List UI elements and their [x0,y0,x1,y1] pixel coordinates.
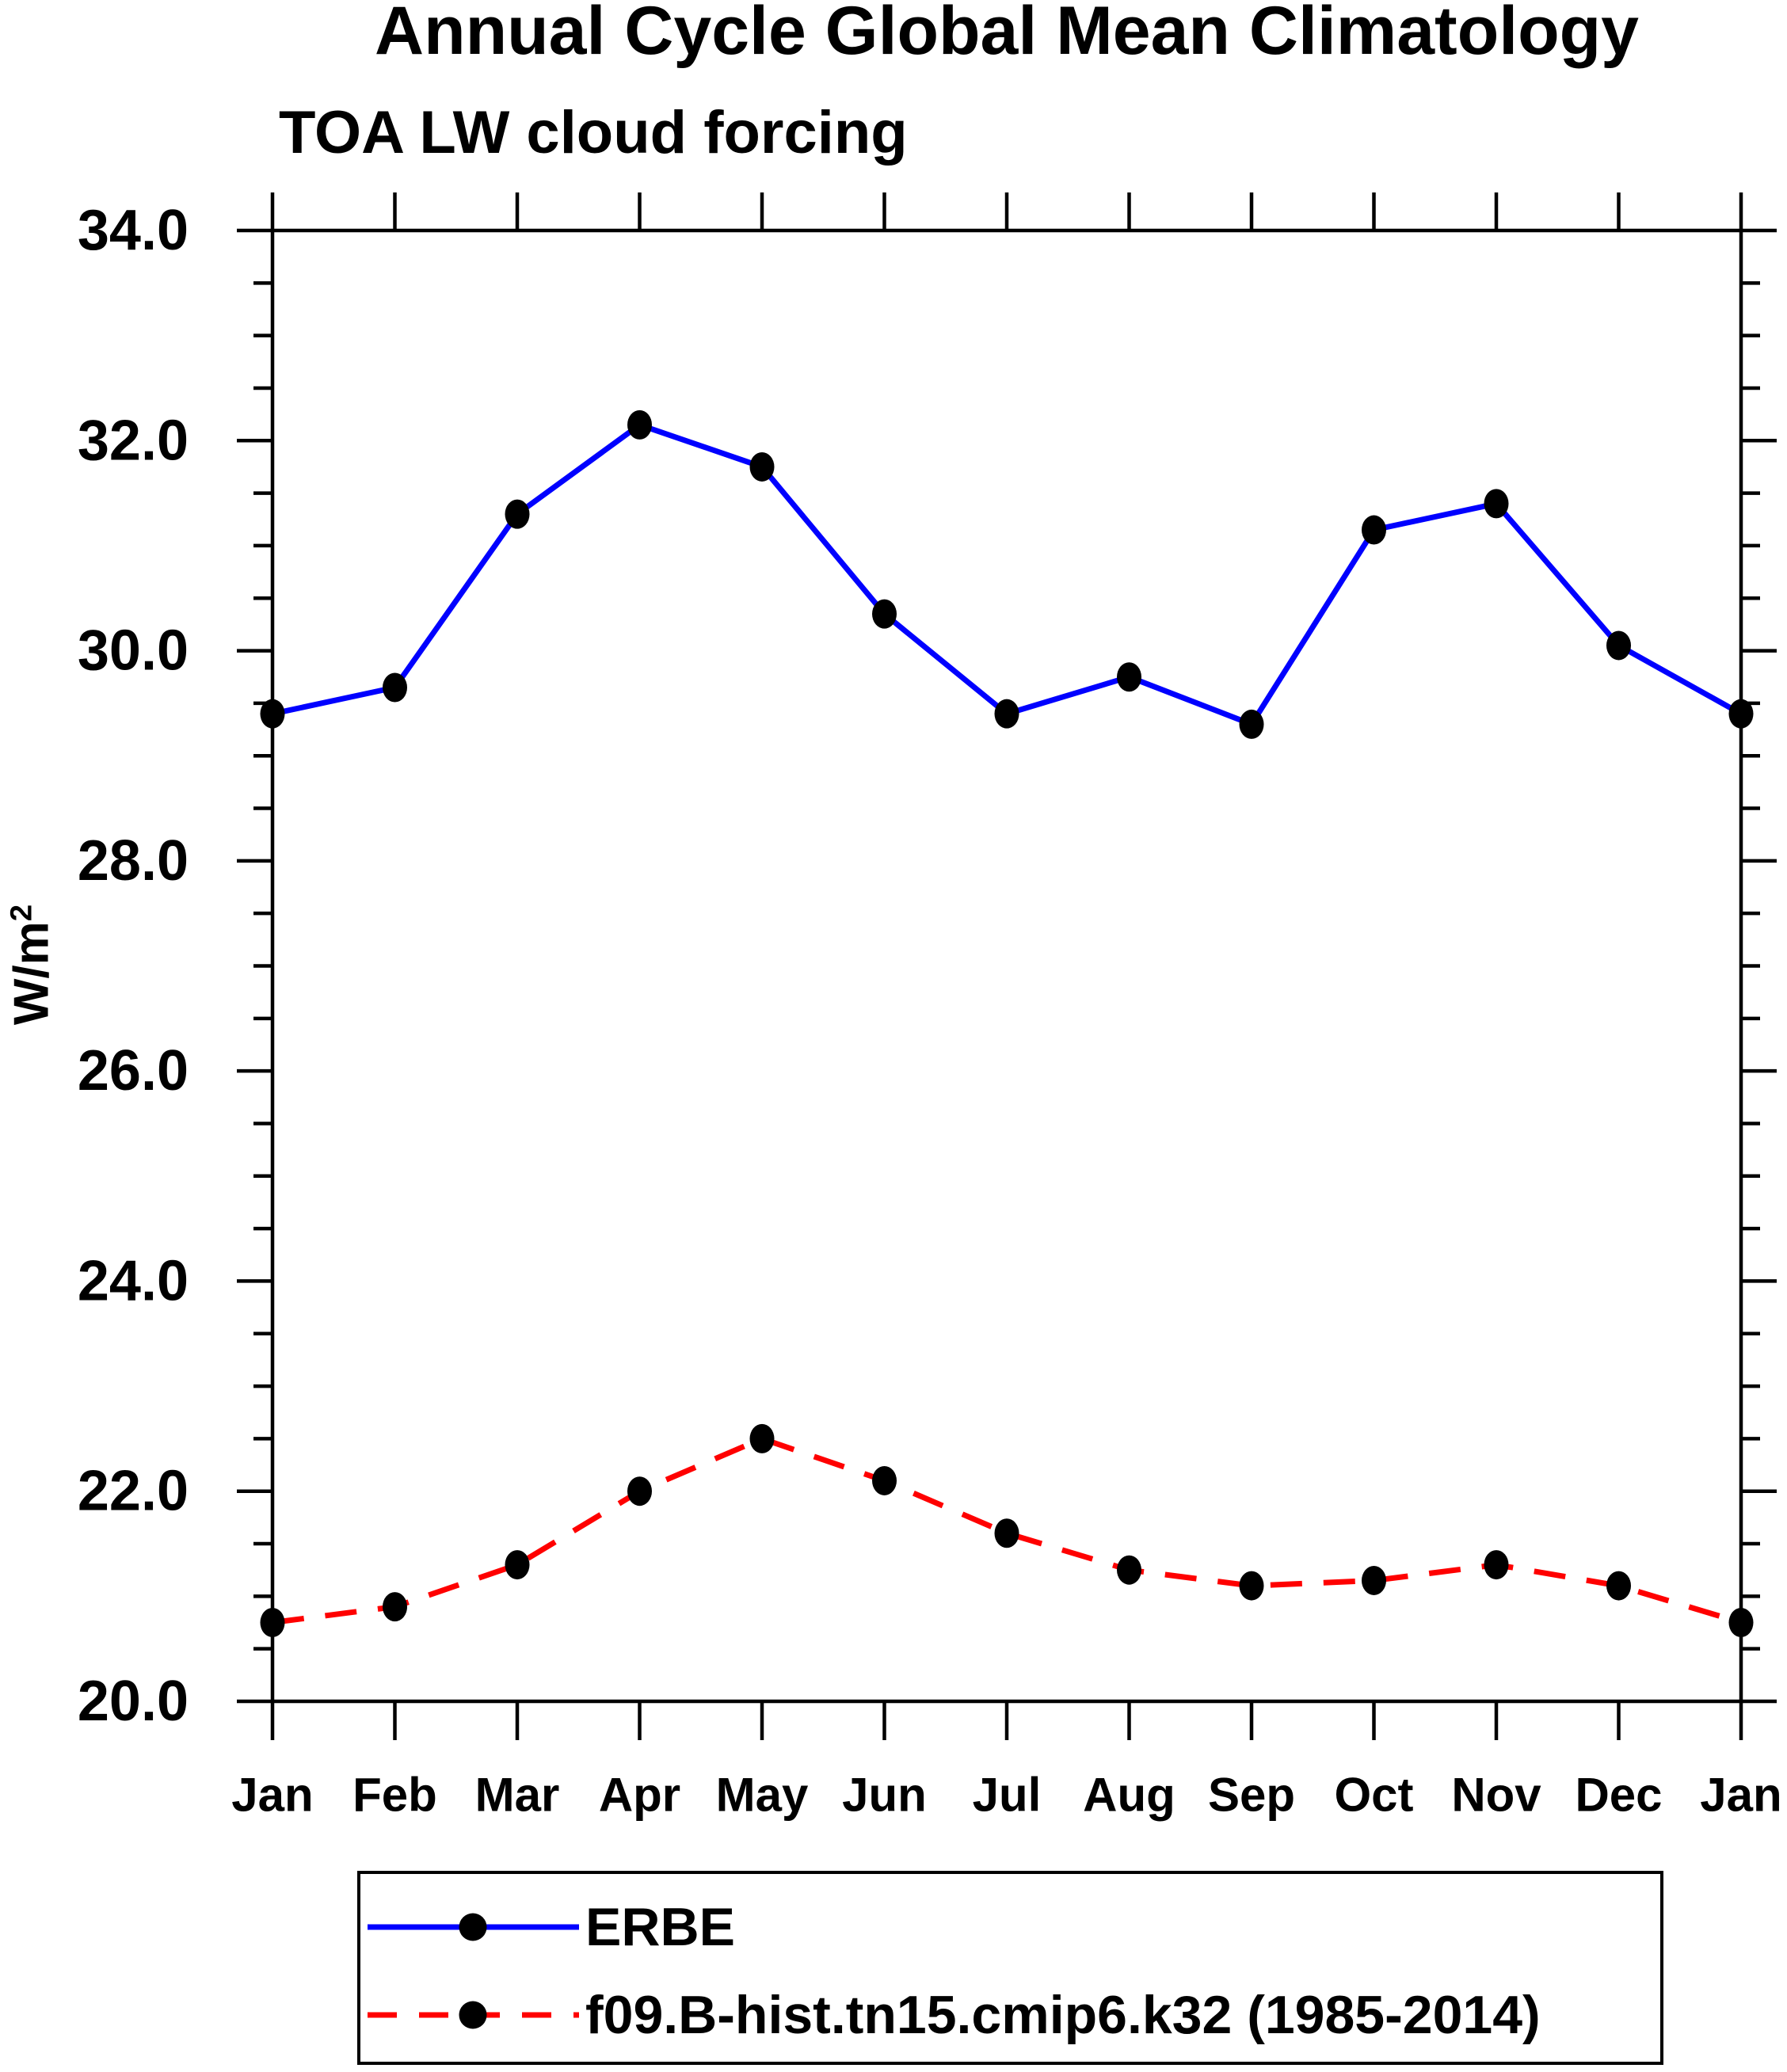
x-tick-label: Jul [973,1769,1042,1822]
erbe-data-point-marker [1362,515,1386,545]
y-tick-label: 24.0 [78,1249,189,1312]
model-data-point-marker [1117,1555,1141,1585]
model-data-point-marker [1239,1571,1264,1601]
erbe-line [272,421,1743,728]
y-tick-label: 28.0 [78,829,189,893]
y-tick-label: 34.0 [78,199,189,262]
legend-line-sample-erbe [368,1913,579,1941]
y-tick-label: 26.0 [78,1039,189,1103]
x-tick-label: Aug [1083,1769,1175,1822]
model-data-point-marker [994,1518,1019,1548]
legend-label-model: f09.B-hist.tn15.cmip6.k32 (1985-2014) [585,1985,1541,2045]
x-tick-label: Jun [842,1769,927,1822]
erbe-data-point-marker [260,699,285,729]
model-data-point-marker [872,1465,897,1495]
model-data-point-marker [1606,1571,1631,1601]
legend-box: ERBE f09.B-hist.tn15.cmip6.k32 (1985-201… [357,1871,1663,2065]
x-tick-label: Oct [1334,1769,1413,1822]
erbe-data-point-marker [872,599,897,629]
erbe-data-point-marker [749,451,775,482]
model-data-point-marker [1362,1565,1386,1595]
x-tick-label: May [716,1769,809,1822]
erbe-data-point-marker [1484,489,1509,519]
x-tick-label: Jan [1700,1769,1781,1822]
model-data-point-marker [627,1476,652,1506]
chart-title: Annual Cycle Global Mean Climatology [374,0,1640,69]
x-tick-label: Dec [1575,1769,1662,1822]
x-tick-label: Apr [599,1769,680,1822]
chart-subtitle: TOA LW cloud forcing [279,99,908,166]
erbe-data-point-marker [1728,699,1754,729]
y-tick-label: 30.0 [78,619,189,683]
erbe-data-point-marker [1606,630,1631,661]
model-data-point-marker [505,1550,530,1580]
erbe-data-point-marker [383,672,407,703]
x-tick-label: Jan [231,1769,313,1822]
erbe-data-point-marker [994,699,1019,729]
x-tick-label: Mar [475,1769,560,1822]
legend-entry-erbe: ERBE [360,1897,1660,1957]
model-data-point-marker [260,1608,285,1638]
model-data-point-marker [749,1423,775,1453]
legend-entry-model: f09.B-hist.tn15.cmip6.k32 (1985-2014) [360,1985,1660,2045]
erbe-data-point-marker [627,409,652,440]
model-data-point-marker [1728,1608,1754,1638]
y-tick-label: 20.0 [78,1670,189,1733]
erbe-data-point-marker [505,499,530,529]
x-tick-label: Sep [1208,1769,1295,1822]
erbe-data-point-marker [1239,709,1264,739]
y-tick-label: 22.0 [78,1460,189,1523]
plot-frame [270,228,1743,1704]
x-tick-label: Feb [352,1769,437,1822]
x-tick-label: Nov [1451,1769,1541,1822]
erbe-data-point-marker [1117,662,1141,692]
model-data-point-marker [1484,1550,1509,1580]
legend-line-sample-model [368,2001,579,2029]
legend-label-erbe: ERBE [585,1897,735,1957]
model-data-point-marker [383,1592,407,1622]
y-tick-label: 32.0 [78,409,189,472]
